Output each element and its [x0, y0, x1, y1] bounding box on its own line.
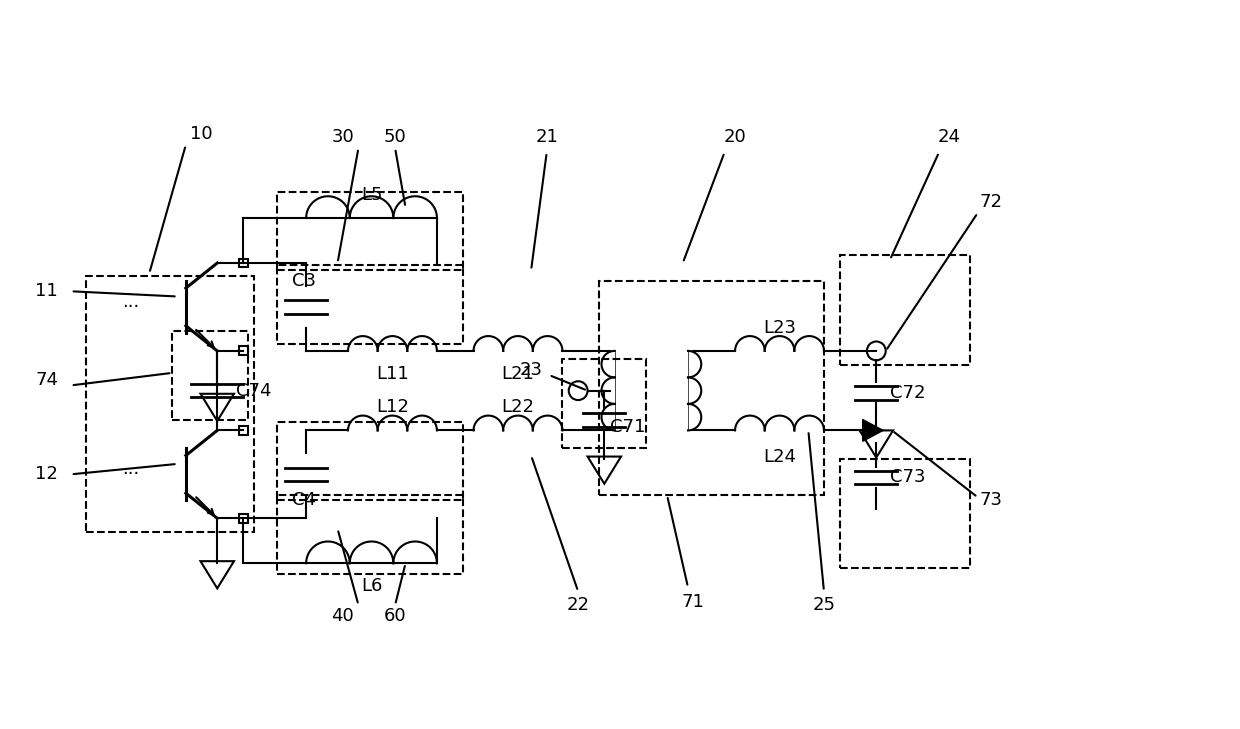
Bar: [239, 346, 248, 355]
Text: 20: 20: [724, 128, 746, 147]
Text: L22: L22: [501, 398, 534, 416]
Bar: [839, 254, 971, 364]
Text: C73: C73: [890, 469, 925, 486]
Text: L5: L5: [361, 186, 382, 204]
Text: 40: 40: [331, 607, 355, 625]
Text: 24: 24: [937, 128, 961, 147]
Text: L12: L12: [376, 398, 409, 416]
Text: C74: C74: [236, 382, 272, 399]
Text: C72: C72: [890, 383, 925, 402]
Bar: [172, 331, 248, 420]
Text: 12: 12: [35, 465, 58, 483]
Text: 74: 74: [35, 371, 58, 389]
Text: 72: 72: [980, 193, 1003, 211]
Bar: [277, 265, 463, 343]
Bar: [599, 281, 825, 495]
Text: 22: 22: [567, 596, 590, 614]
Text: C71: C71: [610, 418, 645, 436]
Bar: [277, 495, 463, 574]
Bar: [277, 422, 463, 501]
Bar: [239, 259, 248, 268]
Text: L11: L11: [376, 365, 409, 383]
Text: C4: C4: [293, 491, 316, 510]
Text: 73: 73: [980, 491, 1003, 510]
Text: 25: 25: [812, 596, 836, 614]
Text: ...: ...: [122, 460, 139, 478]
Text: 60: 60: [383, 607, 407, 625]
Text: L6: L6: [361, 577, 382, 596]
Text: C3: C3: [293, 272, 316, 290]
Bar: [277, 192, 463, 270]
Bar: [563, 359, 646, 448]
Text: 11: 11: [36, 282, 58, 300]
Text: 10: 10: [190, 125, 213, 144]
Text: 21: 21: [536, 128, 558, 147]
Text: L23: L23: [763, 319, 796, 337]
Bar: [839, 459, 971, 569]
Text: ...: ...: [122, 293, 139, 311]
Text: 50: 50: [383, 128, 407, 147]
Text: 71: 71: [682, 593, 704, 611]
Text: 23: 23: [520, 361, 543, 379]
Text: L21: L21: [501, 365, 534, 383]
Text: 30: 30: [331, 128, 355, 147]
Polygon shape: [863, 419, 883, 441]
Bar: [239, 426, 248, 435]
Text: L24: L24: [763, 448, 796, 466]
Bar: [239, 514, 248, 523]
Bar: [87, 276, 254, 532]
